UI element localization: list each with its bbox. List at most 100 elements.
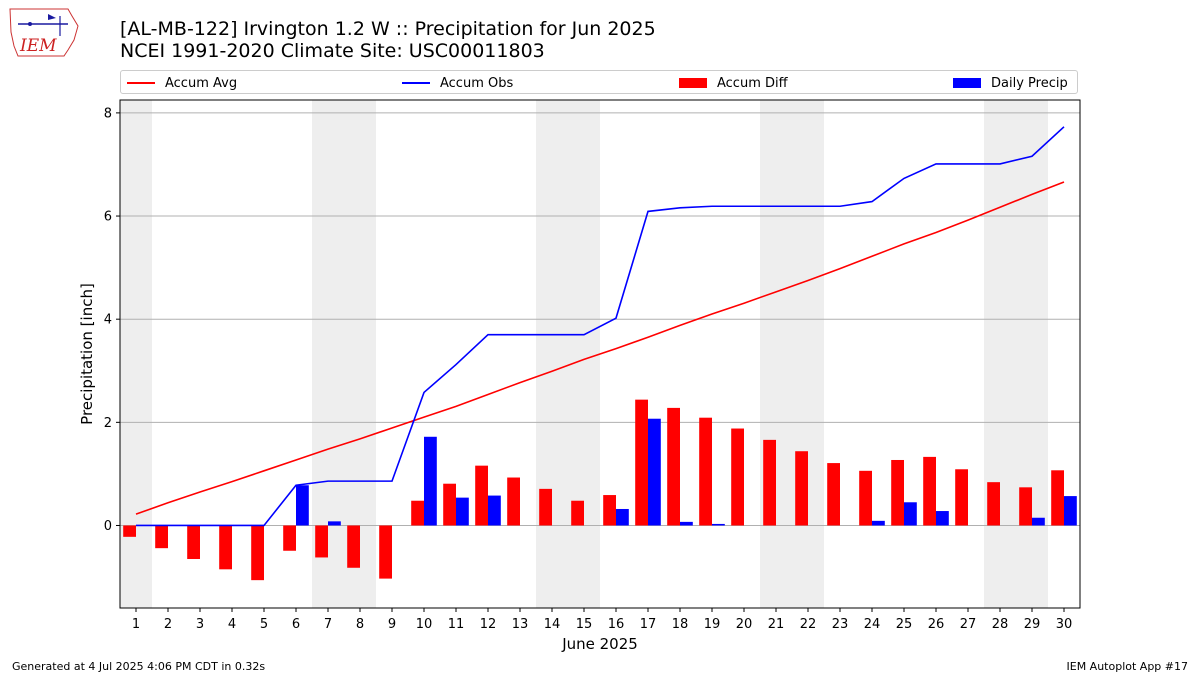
bar-accum-diff [251,525,264,581]
line-accum-avg [135,181,1065,515]
chart-subtitle: NCEI 1991-2020 Climate Site: USC00011803 [120,40,545,62]
bar-daily-precip [456,497,469,526]
bar-daily-precip [872,520,885,526]
legend-label: Accum Diff [717,75,788,91]
bar-daily-precip [680,521,693,526]
weekend-shade [984,100,1048,608]
bar-accum-diff [475,465,488,526]
iem-logo: IEM [9,8,79,57]
line-accum-obs [136,126,1065,527]
legend: Accum Avg Accum Obs Accum Diff Daily Pre… [120,70,1078,94]
bar-accum-diff [411,500,424,526]
bar-daily-precip [936,511,949,526]
x-tick-label: 17 [640,617,657,632]
legend-item-accum-diff: Accum Diff [679,74,788,92]
bar-accum-diff [603,495,616,526]
bar-daily-precip [1064,496,1077,526]
bar-accum-diff [155,525,168,549]
x-tick-label: 29 [1024,617,1041,632]
bar-daily-precip [328,521,341,526]
legend-label: Accum Avg [165,75,238,91]
x-tick-label: 30 [1056,617,1073,632]
y-tick-label: 6 [104,210,112,225]
legend-swatch [127,82,155,84]
legend-label: Daily Precip [991,75,1068,91]
x-tick-label: 28 [992,617,1009,632]
x-tick-label: 6 [292,617,300,632]
weekend-shade [120,100,152,608]
weather-station-icon [18,14,68,36]
x-axis-label: June 2025 [561,635,638,653]
bar-accum-diff [731,428,744,526]
bar-accum-diff [635,399,648,526]
x-tick-label: 24 [864,617,881,632]
footer-app: IEM Autoplot App #17 [1066,660,1189,673]
bar-daily-precip [1032,517,1045,526]
x-tick-label: 19 [704,617,721,632]
legend-label: Accum Obs [440,75,514,91]
x-tick-label: 13 [512,617,529,632]
bar-daily-precip [296,485,309,526]
bar-accum-diff [315,525,328,558]
legend-swatch [679,78,707,88]
x-tick-label: 21 [768,617,785,632]
iowa-state-outline-icon [9,8,79,57]
bar-accum-diff [1019,487,1032,526]
bar-accum-diff [283,525,296,551]
bar-accum-diff [763,439,776,526]
weekend-shade [760,100,824,608]
x-tick-label: 8 [356,617,364,632]
x-tick-label: 9 [388,617,396,632]
bar-daily-precip [648,418,661,526]
legend-item-accum-obs: Accum Obs [402,74,513,92]
bar-accum-diff [955,469,968,526]
x-tick-label: 15 [576,617,593,632]
legend-swatch [953,78,981,88]
x-tick-label: 1 [132,617,140,632]
bar-accum-diff [347,525,360,568]
x-tick-label: 25 [896,617,913,632]
x-tick-label: 27 [960,617,977,632]
x-tick-label: 12 [480,617,497,632]
legend-item-daily-precip: Daily Precip [953,74,1068,92]
x-tick-label: 11 [448,617,465,632]
bar-daily-precip [904,502,917,526]
bar-daily-precip [488,495,501,526]
bar-accum-diff [987,482,1000,526]
x-tick-label: 22 [800,617,817,632]
bar-accum-diff [827,463,840,526]
x-tick-label: 16 [608,617,625,632]
weekend-shade [536,100,600,608]
bar-accum-diff [667,407,680,526]
y-tick-label: 4 [104,313,112,328]
x-tick-label: 10 [416,617,433,632]
logo-text: IEM [19,36,57,56]
bar-accum-diff [507,477,520,526]
bar-accum-diff [379,525,392,579]
bar-accum-diff [699,417,712,526]
bar-accum-diff [219,525,232,570]
x-tick-label: 2 [164,617,172,632]
chart-title: [AL-MB-122] Irvington 1.2 W :: Precipita… [120,18,656,40]
x-tick-label: 23 [832,617,849,632]
bar-accum-diff [571,500,584,526]
x-tick-label: 5 [260,617,268,632]
bar-accum-diff [859,470,872,526]
bar-accum-diff [187,525,200,560]
x-tick-label: 26 [928,617,945,632]
bar-accum-diff [891,459,904,526]
bar-accum-diff [443,483,456,526]
bar-accum-diff [923,456,936,526]
y-tick-label: 0 [104,519,112,534]
plot-frame [119,99,1081,609]
weekend-shade [312,100,376,608]
bar-accum-diff [795,451,808,526]
x-tick-label: 20 [736,617,753,632]
bar-daily-precip [424,436,437,526]
x-tick-label: 7 [324,617,332,632]
x-tick-label: 4 [228,617,236,632]
y-tick-label: 8 [104,106,112,121]
bar-daily-precip [616,508,629,526]
bar-accum-diff [1051,470,1064,526]
